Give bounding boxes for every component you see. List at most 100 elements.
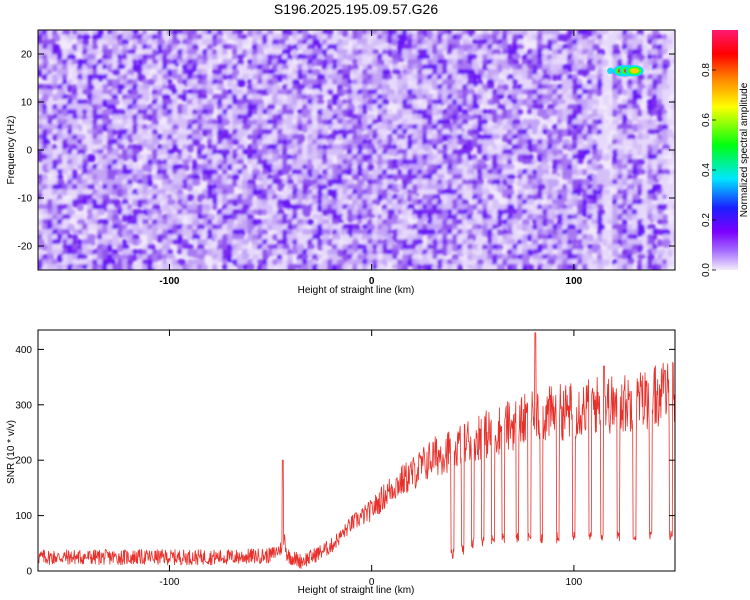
heatmap-cell <box>597 204 604 210</box>
heatmap-cell <box>302 234 308 240</box>
heatmap-cell <box>297 179 303 185</box>
heatmap-cell <box>227 44 233 50</box>
heatmap-cell <box>162 244 171 251</box>
heatmap-cell <box>52 84 58 90</box>
heatmap-cell <box>57 79 63 85</box>
heatmap-cell <box>432 94 438 100</box>
heatmap-cell <box>227 69 234 75</box>
heatmap-cell <box>432 39 438 46</box>
heatmap-cell <box>492 204 498 210</box>
heatmap-cell <box>542 99 550 105</box>
heatmap-cell <box>577 154 586 160</box>
heatmap-cell <box>367 249 373 255</box>
heatmap-cell <box>647 174 653 180</box>
heatmap-cell <box>377 89 383 95</box>
heatmap-cell <box>77 239 83 245</box>
heatmap-cell <box>232 49 238 55</box>
heatmap-cell <box>512 79 519 85</box>
heatmap-cell <box>92 39 98 46</box>
heatmap-cell <box>257 79 264 85</box>
heatmap-cell <box>612 99 618 106</box>
heatmap-cell <box>362 30 368 35</box>
heatmap-cell <box>357 69 364 76</box>
heatmap-cell <box>297 99 304 108</box>
heatmap-cell <box>312 39 321 46</box>
heatmap-cell <box>512 114 521 120</box>
heatmap-cell <box>172 39 181 46</box>
heatmap-cell <box>612 54 619 60</box>
heatmap-cell <box>662 194 668 200</box>
heatmap-cell <box>627 129 634 135</box>
heatmap-cell <box>502 204 508 210</box>
heatmap-cell <box>457 89 463 95</box>
heatmap-cell <box>227 104 233 111</box>
heatmap-cell <box>112 254 118 260</box>
heatmap-cell <box>187 229 193 235</box>
heatmap-cell <box>592 34 598 41</box>
heatmap-cell <box>602 59 609 67</box>
heatmap-cell <box>547 104 555 110</box>
heatmap-cell <box>202 79 208 85</box>
heatmap-cell <box>317 54 325 61</box>
heatmap-cell <box>512 59 519 66</box>
heatmap-cell <box>162 74 170 80</box>
heatmap-cell <box>157 69 163 76</box>
heatmap-cell <box>167 64 176 71</box>
heatmap-cell <box>222 39 228 45</box>
heatmap-cell <box>157 44 163 51</box>
heatmap-cell <box>427 234 433 240</box>
heatmap-cell <box>257 54 264 61</box>
heatmap-cell <box>662 149 669 156</box>
heatmap-cell <box>62 94 69 100</box>
heatmap-cell <box>142 79 148 85</box>
heatmap-cell <box>422 54 431 60</box>
heatmap-cell <box>132 79 138 85</box>
heatmap-cell <box>592 189 598 195</box>
heatmap-cell <box>627 259 635 265</box>
heatmap-cell <box>242 129 248 136</box>
heatmap-cell <box>477 139 483 145</box>
heatmap-cell <box>452 39 461 46</box>
heatmap-cell <box>262 254 269 260</box>
heatmap-cell <box>62 74 68 81</box>
heatmap-cell <box>307 84 314 90</box>
heatmap-cell <box>602 94 611 101</box>
heatmap-cell <box>242 74 250 80</box>
heatmap-cell <box>127 89 134 95</box>
heatmap-cell <box>667 224 675 230</box>
heatmap-cell <box>667 159 674 166</box>
heatmap-cell <box>387 74 393 80</box>
heatmap-cell <box>242 254 249 260</box>
heatmap-cell <box>252 34 258 40</box>
heatmap-cell <box>227 34 234 40</box>
heatmap-cell <box>162 79 168 86</box>
heatmap-cell <box>287 59 293 68</box>
heatmap-cell <box>117 139 123 145</box>
heatmap-cell <box>422 109 428 115</box>
heatmap-cell <box>302 199 308 205</box>
heatmap-cell <box>177 59 183 65</box>
heatmap-cell <box>622 99 628 105</box>
heatmap-cell <box>627 169 633 175</box>
heatmap-cell <box>317 204 323 213</box>
heatmap-cell <box>202 94 208 100</box>
heatmap-cell <box>522 199 528 205</box>
heatmap-cell <box>77 79 83 86</box>
heatmap-cell <box>372 59 379 68</box>
heatmap-cell <box>567 30 574 36</box>
heatmap-cell <box>272 44 278 50</box>
heatmap-cell <box>172 159 180 165</box>
heatmap-cell <box>482 174 488 180</box>
heatmap-cell <box>117 114 123 120</box>
heatmap-cell <box>262 30 269 36</box>
heatmap-cell <box>407 74 414 82</box>
heatmap-cell <box>377 214 383 220</box>
heatmap-cell <box>402 64 408 71</box>
heatmap-cell <box>142 69 151 77</box>
heatmap-cell <box>367 44 375 51</box>
heatmap-cell <box>537 199 543 205</box>
heatmap-cell <box>517 44 524 51</box>
heatmap-cell <box>177 249 183 255</box>
heatmap-cell <box>112 234 119 240</box>
